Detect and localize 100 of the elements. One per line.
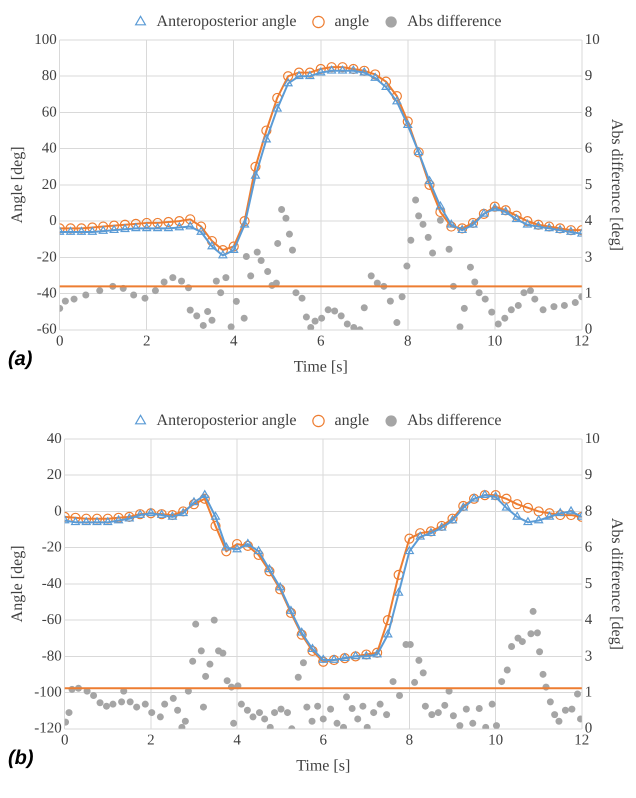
point [120, 224, 130, 232]
y-tick-label: -80 [42, 648, 62, 664]
y2-tick-label: 5 [584, 576, 592, 592]
y2-axis-title: Abs difference [deg] [608, 118, 626, 251]
y2-tick-label: 6 [584, 540, 593, 556]
point [196, 221, 206, 232]
y-tick-label: 40 [42, 140, 57, 157]
legend-label: angle [334, 13, 370, 30]
point [110, 225, 119, 234]
point [556, 508, 565, 516]
point [394, 570, 404, 580]
point [102, 514, 113, 524]
y-tick-label: -20 [36, 249, 57, 266]
point [544, 508, 555, 518]
point [480, 490, 490, 500]
y2-tick-label: 4 [584, 213, 593, 230]
point [114, 515, 124, 524]
point [163, 216, 174, 228]
point [305, 71, 314, 80]
point [207, 241, 216, 250]
y2-tick-label: 10 [584, 32, 600, 48]
point [404, 534, 415, 544]
x-tick-label: 6 [320, 732, 328, 749]
point [229, 245, 238, 253]
point [65, 223, 76, 234]
point [370, 69, 380, 80]
y-tick-label: -100 [34, 684, 62, 701]
point [394, 588, 404, 596]
point [210, 520, 221, 532]
x-tick-label: 2 [142, 334, 150, 350]
y-tick-label: 20 [42, 176, 57, 193]
point [294, 68, 304, 78]
point [211, 512, 220, 520]
point [318, 654, 328, 663]
point [272, 104, 282, 112]
point [328, 654, 340, 666]
y-tick-label: 100 [34, 32, 57, 48]
point [316, 68, 326, 76]
point [254, 546, 264, 554]
y-tick-label: -60 [42, 612, 62, 628]
y2-tick-label: 4 [584, 612, 593, 628]
point [275, 584, 286, 594]
x-tick-label: 4 [233, 732, 242, 749]
point [243, 538, 252, 547]
legend-label: Anteroposterior angle [156, 13, 296, 30]
point [544, 512, 554, 520]
y2-tick-label: 9 [584, 68, 592, 84]
point [502, 502, 511, 511]
point [446, 221, 456, 232]
point [566, 510, 576, 520]
text: (b) [8, 747, 34, 770]
y2-tick-label: 8 [584, 104, 592, 120]
point [188, 499, 200, 510]
point [98, 221, 108, 232]
point [92, 517, 102, 526]
x-tick-label: 12 [574, 732, 590, 749]
x-tick-label: 12 [574, 334, 590, 350]
y-tick-label: 0 [54, 503, 62, 520]
point [294, 71, 304, 80]
point [103, 517, 112, 526]
point [338, 66, 347, 74]
point [142, 223, 152, 232]
point [415, 528, 426, 538]
x-tick-label: 6 [317, 334, 325, 350]
y-tick-label: 40 [46, 430, 62, 447]
point [70, 512, 81, 523]
point [240, 216, 250, 226]
point [522, 220, 532, 228]
legend-label: Abs difference [407, 13, 502, 30]
y-tick-label: 80 [42, 68, 57, 84]
point [318, 656, 328, 667]
y-tick-label: -40 [42, 576, 62, 592]
point [153, 223, 162, 232]
point [242, 540, 253, 551]
point [250, 162, 261, 172]
point [382, 82, 391, 90]
point [512, 512, 522, 520]
point [264, 564, 274, 572]
x-tick-label: 2 [147, 732, 155, 749]
x-tick-label: 4 [230, 334, 238, 350]
legend-label: Abs difference [407, 412, 502, 430]
y2-tick-label: 1 [584, 684, 592, 701]
point [261, 125, 272, 136]
x-tick-label: 8 [404, 334, 412, 350]
point [308, 644, 317, 652]
point [232, 538, 242, 550]
point [218, 250, 228, 258]
y-tick-label: 60 [42, 104, 57, 120]
y2-tick-label: 3 [584, 648, 592, 664]
point [286, 606, 296, 614]
point [250, 170, 260, 179]
point [108, 220, 120, 231]
point [222, 542, 231, 551]
y2-tick-label: 6 [584, 140, 593, 157]
point [221, 546, 232, 556]
point [142, 218, 152, 228]
point [304, 68, 315, 78]
point [152, 218, 163, 228]
point [501, 494, 512, 504]
point [403, 120, 412, 128]
